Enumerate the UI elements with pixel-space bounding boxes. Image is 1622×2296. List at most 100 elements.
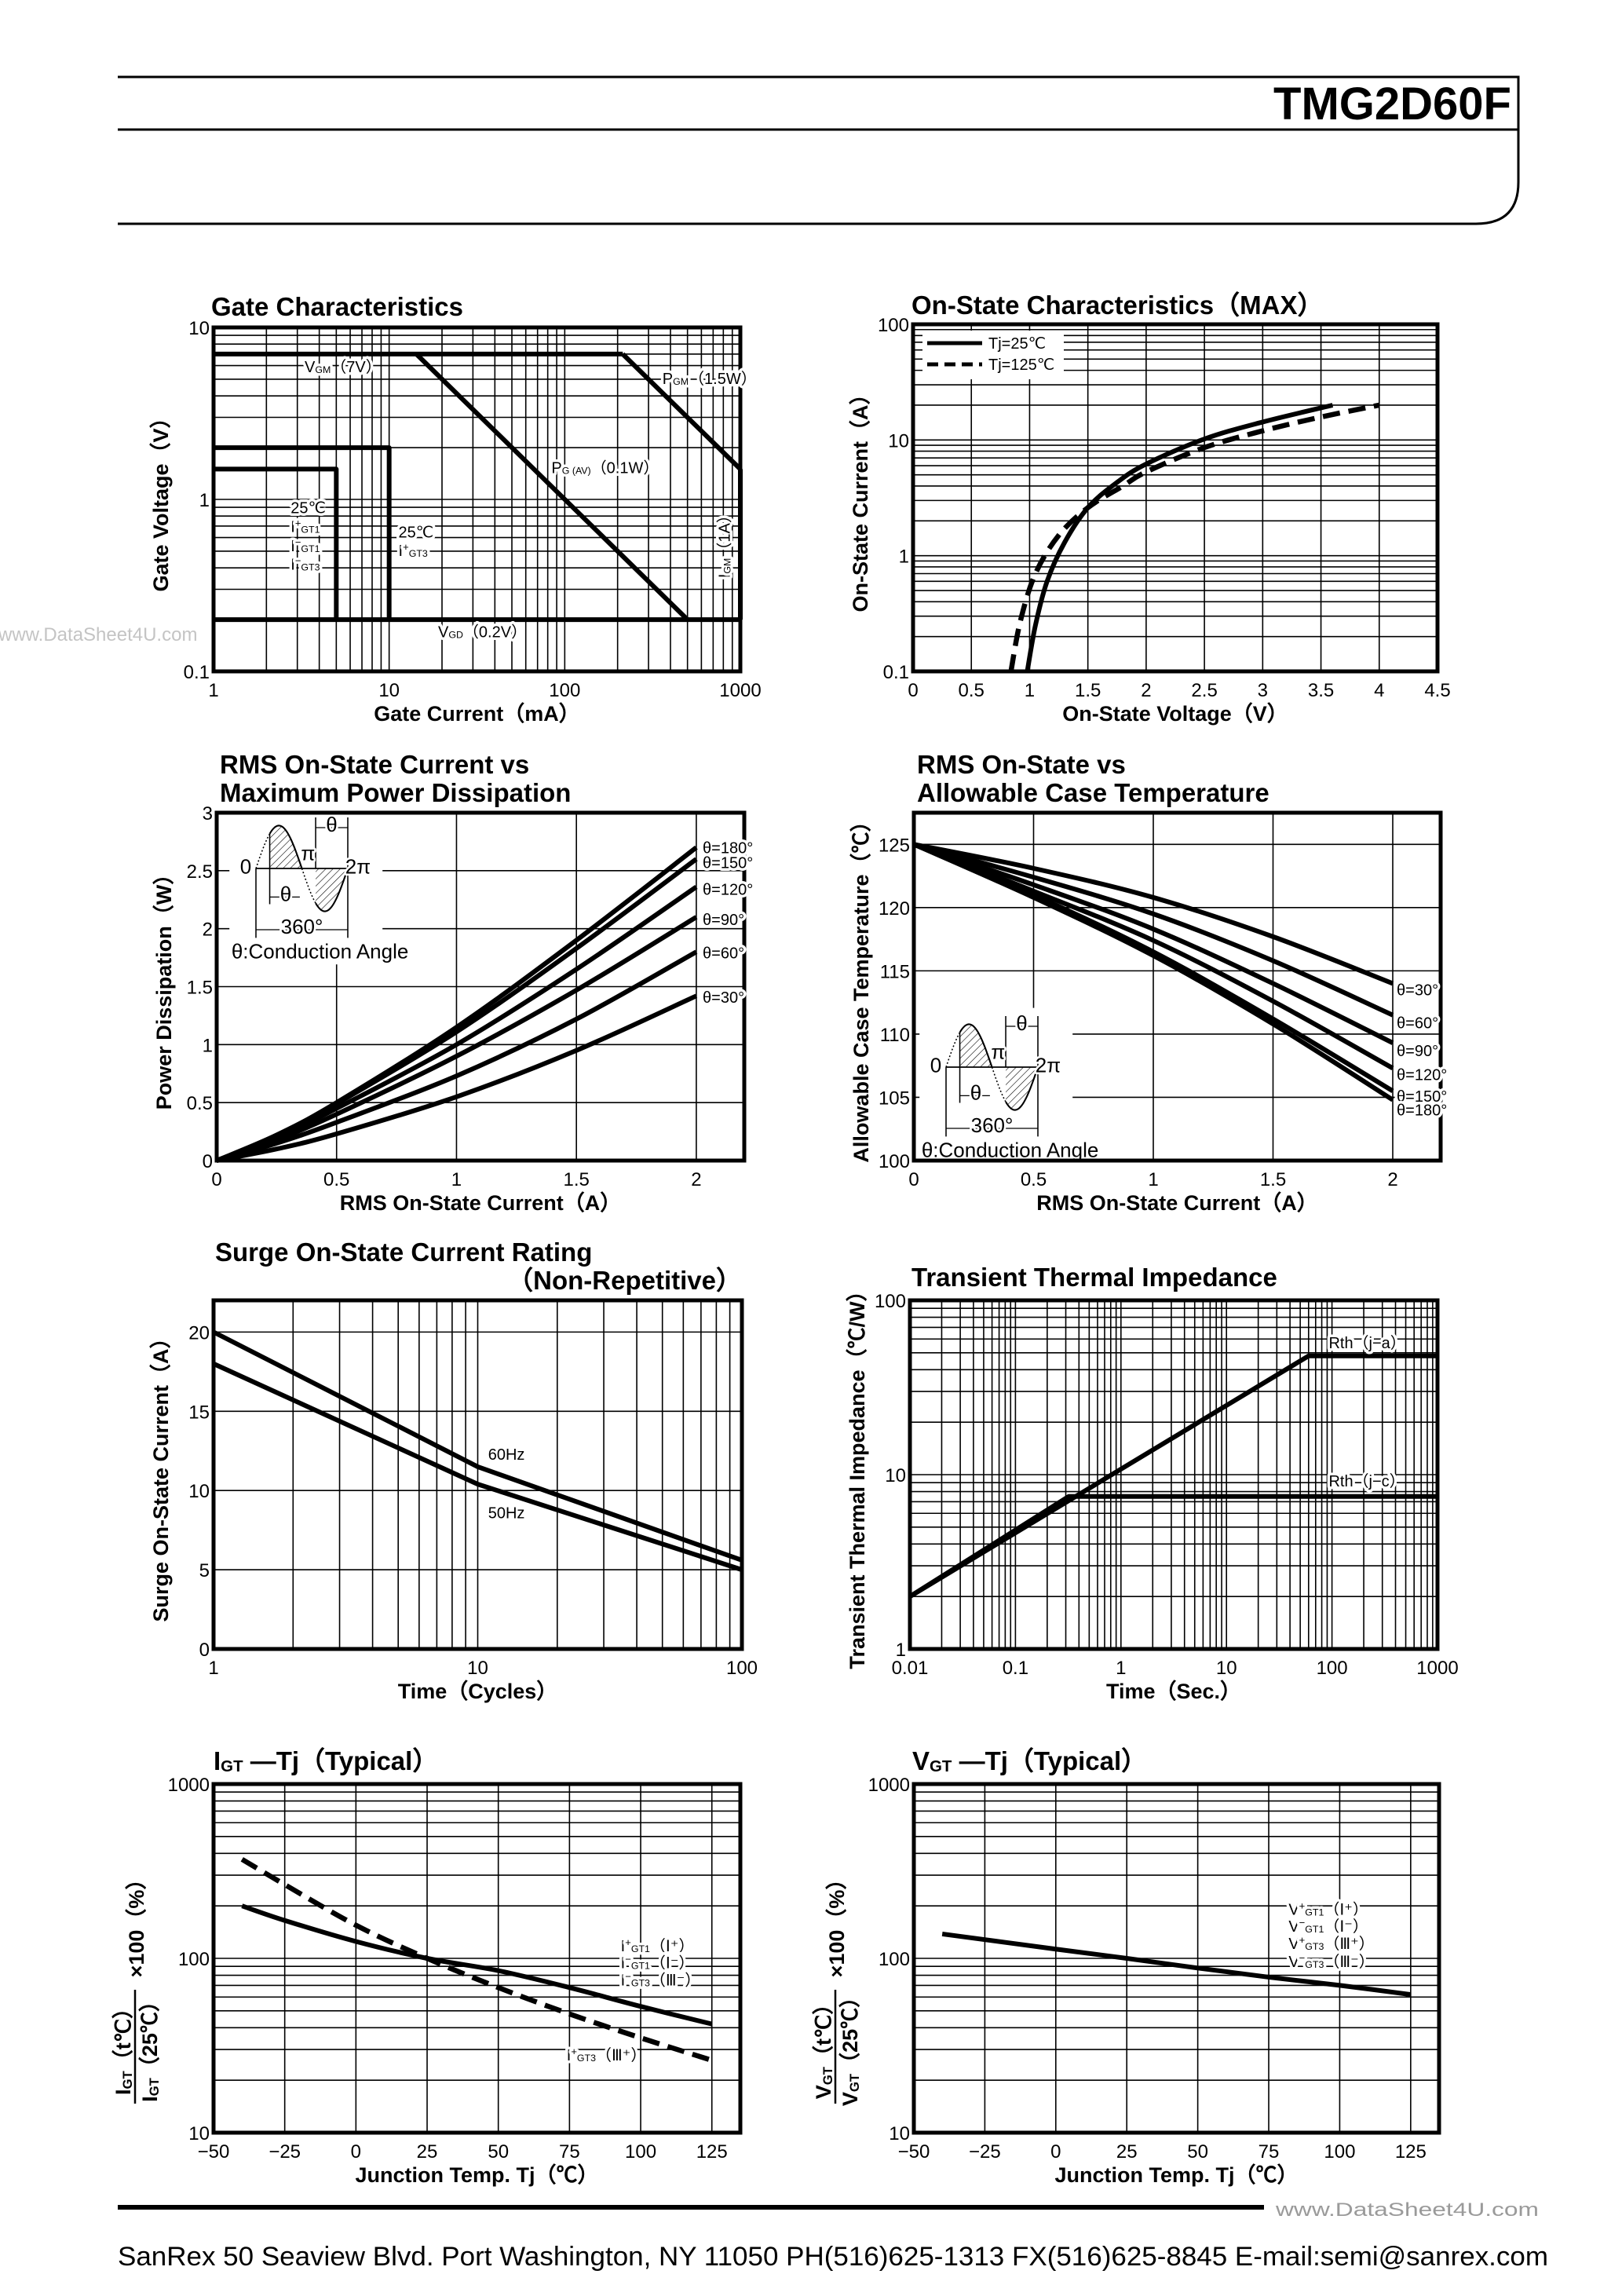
y-tick-label: 0 [199, 1640, 210, 1661]
inset-zero-label: 0 [240, 855, 251, 879]
text-part: P [551, 460, 561, 477]
annotation-label: I−GT1（Ⅰ⁻） [621, 1953, 695, 1972]
chart-title: RMS On-State Current vs [220, 750, 529, 779]
annotation-label: I−GT3 [290, 554, 320, 573]
x-tick-label: 0 [211, 1169, 221, 1190]
watermark-right: www.DataSheet4U.com [1275, 2199, 1539, 2221]
sine-solid-2 [315, 868, 349, 912]
y-axis-denominator: IGT（25℃） [138, 1991, 162, 2102]
annotation-label: VGD（0.2V） [438, 623, 527, 641]
text-part: + [295, 517, 301, 529]
x-tick-label: 50 [1187, 2141, 1208, 2163]
x-tick-label: 100 [1324, 2141, 1355, 2163]
series-line-3 [621, 352, 743, 471]
grid [910, 1300, 1438, 1649]
sine-dotted-1 [255, 833, 271, 869]
y-tick-label: 100 [875, 1291, 906, 1312]
header-frame [118, 75, 1520, 225]
x-tick-label: −25 [269, 2141, 301, 2163]
y-tick-label: 10 [188, 2123, 210, 2144]
text-part: GM [673, 376, 689, 387]
text-part: + [1299, 1899, 1306, 1911]
y-tick-label: 2 [203, 919, 213, 941]
inset-theta-label: θ [280, 883, 291, 906]
hatched-positive-conduction [269, 825, 302, 868]
x-tick-label: 125 [696, 2141, 728, 2163]
hatched-negative-conduction [316, 868, 348, 912]
x-axis-title: Time（Cycles） [398, 1680, 558, 1703]
legend-label: Tj=25℃ [988, 335, 1046, 353]
series-line-6 [912, 842, 1394, 1102]
text-part: GD [448, 630, 463, 641]
y-tick-label: 1 [896, 1640, 906, 1661]
y-axis-suffix: ×100（%） [825, 1869, 849, 1978]
chart-1: VGM（7V）PGM（1.5W）PG (AV)（0.1W）VGD（0.2V）IG… [149, 292, 762, 726]
x-tick-label: 0 [908, 1169, 919, 1190]
chart-3: 0 π 2π θ θ 360°θ:Conduction Angle θ=180°θ=150°… [152, 750, 756, 1215]
inset-two-pi-label: 2π [1036, 1054, 1061, 1077]
grid [214, 327, 740, 671]
y-tick-label: 120 [879, 898, 910, 919]
plot-frame [211, 1298, 744, 1651]
y-axis-title: Allowable Case Temperature（℃） [849, 810, 873, 1162]
text-part: GT [120, 2071, 135, 2089]
chart-title: Surge On-State Current Rating [215, 1238, 592, 1267]
text-part: （Ⅰ⁻） [1324, 1918, 1368, 1936]
text-part: P [663, 371, 673, 388]
text-part: V [1288, 1954, 1299, 1971]
text-part: − [625, 1970, 631, 1982]
x-tick-label: 2.5 [1191, 680, 1217, 701]
y-tick-label: 10 [188, 1481, 210, 1502]
x-tick-label: 0 [908, 680, 918, 701]
x-tick-label: 10 [1216, 1658, 1237, 1679]
inset-zero-label: 0 [930, 1054, 941, 1077]
y-tick-label: 2.5 [187, 861, 213, 883]
series-label: θ=120° [1397, 1066, 1447, 1084]
x-tick-label: 4 [1374, 680, 1384, 701]
y-tick-label: 10 [885, 1465, 906, 1486]
x-axis-title: Junction Temp. Tj（℃） [1055, 2163, 1299, 2187]
grid [913, 324, 1438, 671]
y-tick-label: 115 [880, 961, 910, 982]
x-tick-label: 100 [1317, 1658, 1348, 1679]
text-part: V [1288, 1918, 1299, 1936]
y-axis-title: Transient Thermal Impedance（℃/W） [846, 1280, 869, 1669]
series-label: θ=30° [703, 989, 744, 1007]
x-tick-label: 1 [1148, 1169, 1158, 1190]
text-part: （t℃） [111, 1998, 135, 2071]
text-part: GT1 [631, 1943, 650, 1954]
series-line-2 [1008, 402, 1380, 672]
text-part: （0.2V） [463, 623, 527, 641]
chart-title: （Non-Repetitive） [507, 1266, 742, 1295]
x-tick-label: 0 [351, 2141, 361, 2163]
x-axis-title: Gate Current（mA） [374, 702, 580, 726]
text-part: I [111, 2089, 135, 2096]
conduction-angle-diagram: 0 π 2π θ θ 360°θ:Conduction Angle [229, 809, 411, 965]
text-part: − [1299, 1917, 1306, 1929]
y-tick-label: 125 [879, 835, 910, 856]
y-axis-title: Power Dissipation（W） [152, 864, 176, 1110]
text-part: GT1 [301, 543, 320, 554]
series-line-5 [216, 949, 698, 1163]
chart-6: Rth（j−a）Rth（j−c）0.01 0.1 1 10 100 1000110100T… [846, 1263, 1459, 1703]
text-part: GT1 [301, 525, 320, 536]
sine-solid-1 [269, 824, 303, 869]
annotation-label: 25℃ [399, 525, 434, 542]
footer-address: SanRex 50 Seaview Blvd. Port Washington,… [118, 2242, 1548, 2272]
text-part: + [571, 2046, 577, 2057]
text-part: （1.5W） [689, 370, 757, 388]
x-axis-title: RMS On-State Current（A） [1036, 1191, 1318, 1215]
x-axis-title: RMS On-State Current（A） [340, 1191, 622, 1215]
x-tick-label: 50 [488, 2141, 509, 2163]
x-tick-label: 1 [1116, 1658, 1126, 1679]
text-part: − [1299, 1952, 1306, 1964]
chart-title: Transient Thermal Impedance [911, 1263, 1277, 1292]
annotation-label: V−GT3（Ⅲ⁻） [1288, 1952, 1374, 1971]
inset-period-label: 360° [281, 915, 323, 938]
text-part: + [403, 541, 409, 553]
text-part: （Ⅲ⁻） [650, 1971, 700, 1989]
text-part: GT [820, 2066, 835, 2085]
series-label: Rth（j−c） [1328, 1472, 1405, 1490]
text-part: V [912, 1746, 930, 1775]
y-tick-label: 0 [203, 1151, 213, 1172]
